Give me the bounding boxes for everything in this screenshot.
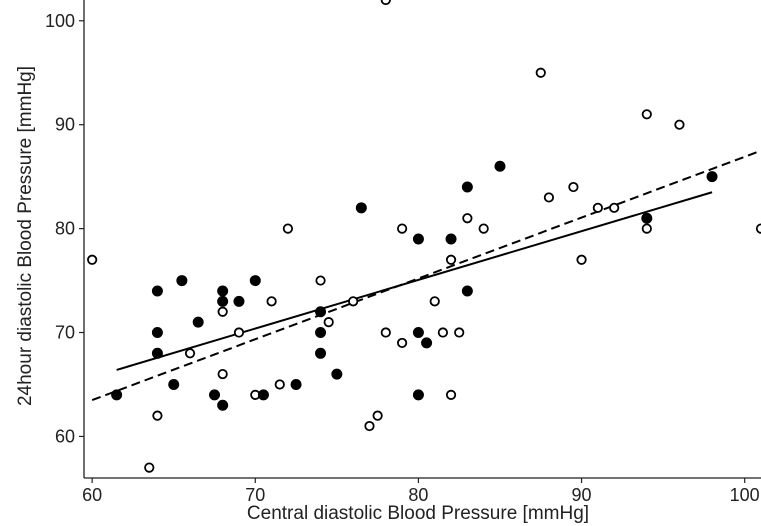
filled-data-point [168,378,180,390]
filled-data-point [151,347,163,359]
filled-data-point [412,389,424,401]
open-data-point [641,223,652,234]
y-tick-label: 80 [55,219,75,239]
filled-data-point [315,327,327,339]
fit-lines [91,149,761,402]
open-data-point [217,368,228,380]
filled-data-point [331,368,343,380]
filled-data-point [111,389,123,401]
y-tick-label: 100 [45,11,75,31]
open-data-point [478,223,489,234]
solid-regression-line [116,191,713,371]
open-data-point [152,410,163,421]
open-data-point [87,254,98,265]
open-data-point [576,254,587,265]
filled-data-point [209,389,221,401]
open-data-point [445,254,457,265]
open-circle-series [87,0,761,473]
tick-labels: 60 70 80 90 100 60 70 80 90 100 [45,11,760,505]
open-data-point [372,410,383,421]
filled-data-point [494,160,506,172]
filled-data-point [217,399,229,411]
open-data-point [282,223,294,234]
open-data-point [437,327,448,338]
filled-data-point [461,285,473,297]
open-data-point [348,296,359,307]
filled-data-point [315,306,327,318]
x-tick-label: 90 [572,485,592,505]
filled-data-point [151,285,163,297]
y-axis-label: 24hour diastolic Blood Pressure [mmHg] [15,66,36,406]
open-data-point [380,327,391,338]
open-data-point [274,379,285,390]
filled-data-point [445,233,457,245]
filled-data-point [217,285,229,297]
axes [83,0,761,479]
y-tick-label: 60 [55,426,75,446]
open-data-point [568,181,579,193]
filled-data-point [290,378,302,390]
open-data-point [217,306,228,317]
open-data-point [266,296,277,307]
x-tick-label: 80 [408,485,428,505]
filled-data-point [257,389,269,401]
filled-data-point [217,295,229,307]
filled-data-point [641,212,653,224]
filled-data-point [176,275,188,287]
open-data-point [609,202,620,213]
open-data-point [674,119,685,130]
open-data-point [233,327,245,338]
x-tick-label: 60 [82,485,102,505]
open-data-point [755,223,761,234]
open-data-point [641,109,652,120]
filled-data-point [315,347,327,359]
dashed-regression-line [91,149,761,402]
filled-circle-series [111,160,718,411]
y-tick-label: 90 [55,115,75,135]
open-data-point [462,213,473,224]
open-data-point [429,296,440,307]
open-data-point [454,327,465,338]
filled-data-point [233,295,245,307]
filled-data-point [249,275,261,287]
open-data-point [397,223,408,234]
open-data-point [380,0,391,6]
open-data-point [543,192,555,203]
filled-data-point [355,202,367,214]
x-tick-label: 100 [730,485,760,505]
open-data-point [445,389,457,400]
open-data-point [323,317,334,328]
filled-data-point [706,171,718,183]
filled-data-point [412,327,424,339]
filled-data-point [461,181,473,193]
open-data-point [592,202,603,213]
filled-data-point [421,337,433,349]
x-tick-label: 70 [245,485,265,505]
open-data-point [184,348,196,359]
y-tick-label: 70 [55,323,75,343]
open-data-point [535,67,546,78]
open-data-point [364,420,375,432]
filled-data-point [412,233,424,245]
filled-data-point [151,327,163,339]
open-data-point [315,275,326,286]
x-axis-label: Central diastolic Blood Pressure [mmHg] [247,503,589,524]
open-data-point [144,462,155,473]
open-data-point [397,337,408,349]
filled-data-point [192,316,204,328]
